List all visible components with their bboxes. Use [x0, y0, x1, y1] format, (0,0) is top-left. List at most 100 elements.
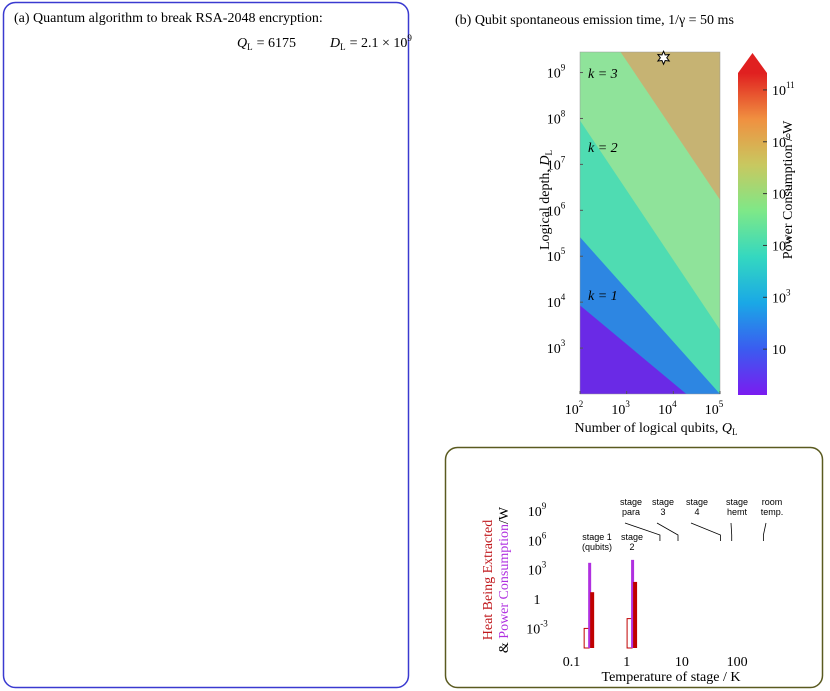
tick-base: 10: [772, 188, 786, 203]
stage-label: stage 1: [582, 532, 612, 542]
tick-exponent: 4: [672, 399, 677, 409]
tick-exponent: 9: [542, 501, 547, 511]
label-symbol: Q: [722, 421, 732, 436]
tick-base: 10: [547, 296, 561, 311]
stage-label: 2: [629, 542, 634, 552]
stage-label: hemt: [727, 507, 748, 517]
panel-a-box: [2, 1, 410, 689]
tick-exponent: 9: [561, 63, 566, 73]
region: [620, 52, 720, 200]
tick-exponent: 8: [561, 108, 566, 118]
tick-exponent: 5: [786, 235, 791, 245]
y-tick-label: 104: [547, 292, 566, 311]
label-subscript: L: [732, 427, 738, 437]
leader-line: [656, 522, 679, 541]
tick-base: 10: [526, 622, 540, 637]
metric-d: DL = 2.1 × 109: [329, 33, 412, 52]
tick-exponent: 3: [542, 560, 547, 570]
tick-exponent: 3: [561, 338, 566, 348]
tick-exponent: 5: [719, 399, 724, 409]
label-symbol: D: [538, 156, 553, 167]
x-tick-label: 0.1: [563, 655, 581, 670]
x-tick-label: 102: [565, 399, 584, 418]
leader-line: [730, 522, 733, 541]
annotation: k = 2: [588, 141, 618, 156]
tick-base: 10: [547, 204, 561, 219]
y-tick-label: 109: [547, 63, 566, 82]
subscript: L: [340, 42, 346, 52]
annotation: k = 3: [588, 67, 618, 82]
tick-exponent: -3: [540, 618, 548, 628]
tick-base: 10: [547, 158, 561, 173]
bar: [590, 592, 595, 648]
x-axis-label: Temperature of stage / K: [602, 670, 741, 685]
leader-line: [690, 522, 721, 541]
tick-exponent: 3: [786, 287, 791, 297]
stage-label: room: [762, 497, 783, 507]
star-marker: [656, 49, 671, 66]
tick-exponent: 9: [786, 132, 791, 142]
tick-base: 10: [772, 239, 786, 254]
leader-line: [762, 522, 767, 541]
tick-base: 10: [705, 403, 719, 418]
label-part: Power Consumption: [497, 524, 512, 639]
stage-label: stage: [686, 497, 708, 507]
colorbar-tick-label: 1011: [772, 80, 795, 99]
plot-frame: [579, 51, 721, 395]
leader-line: [624, 522, 661, 541]
tick-exponent: 5: [561, 246, 566, 256]
tick-base: 10: [772, 136, 786, 151]
tick-exponent: 6: [561, 200, 566, 210]
tick-exponent: 3: [625, 399, 630, 409]
x-tick-label: 104: [658, 399, 677, 418]
value: = 6175: [257, 36, 296, 51]
tick-base: 10: [772, 291, 786, 306]
tick-exponent: 11: [786, 80, 795, 90]
subscript: L: [247, 42, 253, 52]
colorbar-tick-label: 10: [772, 343, 786, 358]
stage-label: stage: [726, 497, 748, 507]
tick-base: 10: [547, 250, 561, 265]
y-axis-label: Logical depth, DL: [538, 150, 554, 250]
bar: [633, 581, 638, 648]
tick-exponent: 6: [542, 530, 547, 540]
y-tick-label: 106: [547, 200, 566, 219]
tick-base: 10: [528, 564, 542, 579]
panel-c-box: [444, 446, 824, 689]
metric-q: QL = 6175: [237, 36, 296, 52]
stage-label: stage: [621, 532, 643, 542]
label-part: &: [497, 639, 512, 653]
label-subscript: L: [544, 150, 554, 156]
value: = 2.1 × 10: [350, 36, 408, 51]
annotation: k = 1: [588, 289, 618, 304]
y-tick-label: 107: [547, 154, 566, 173]
tick-base: 10: [565, 403, 579, 418]
tick-base: 10: [528, 505, 542, 520]
bar: [588, 562, 592, 648]
colorbar: [738, 73, 767, 395]
stage-label: (qubits): [582, 542, 612, 552]
y-tick-label: 105: [547, 246, 566, 265]
y-axis-label: Heat Being Extracted& Power Consumption/…: [481, 506, 512, 653]
colorbar-tick-label: 107: [772, 184, 791, 203]
stage-label: stage: [620, 497, 642, 507]
label-text: Logical depth,: [538, 166, 553, 250]
tick-base: 10: [772, 84, 786, 99]
colorbar-label: Power Consumption / W: [781, 120, 796, 259]
panel-a-title: (a) Quantum algorithm to break RSA-2048 …: [14, 11, 323, 26]
y-tick-label: 1: [534, 593, 541, 608]
y-tick-label: 109: [528, 501, 547, 520]
colorbar-tick-label: 105: [772, 235, 791, 254]
symbol: D: [329, 36, 340, 51]
x-tick-label: 1: [623, 655, 630, 670]
x-tick-label: 100: [727, 655, 748, 670]
exponent: 9: [407, 33, 412, 43]
label-part: /W: [497, 506, 512, 524]
colorbar-tick-label: 103: [772, 287, 791, 306]
stage-label: 4: [694, 507, 699, 517]
label-part: Heat Being Extracted: [481, 520, 496, 641]
tick-base: 10: [658, 403, 672, 418]
x-axis-label: Number of logical qubits, QL: [575, 421, 738, 437]
stage-label: 3: [660, 507, 665, 517]
